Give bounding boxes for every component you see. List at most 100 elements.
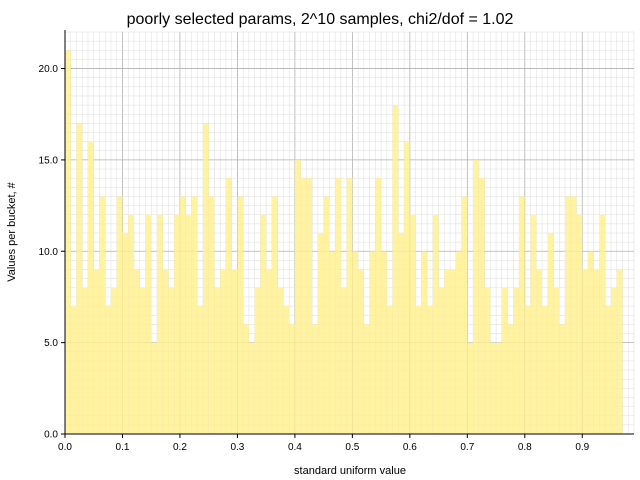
histogram-bar <box>317 233 324 434</box>
histogram-bar <box>611 287 617 434</box>
histogram-bar <box>93 269 100 434</box>
histogram-bar <box>116 196 123 434</box>
histogram-bar <box>427 306 433 434</box>
histogram-bar <box>65 50 71 434</box>
histogram-bar <box>151 342 157 434</box>
histogram-bar <box>312 324 318 434</box>
histogram-bar <box>248 342 255 434</box>
x-tick-label: 0.0 <box>58 442 72 453</box>
histogram-bar <box>220 269 226 434</box>
histogram-bar <box>415 306 422 434</box>
histogram-bar <box>346 178 353 434</box>
histogram-bar <box>283 306 290 434</box>
histogram-bar <box>237 196 244 434</box>
histogram-bar <box>519 196 525 434</box>
histogram-bar <box>593 269 600 434</box>
histogram-bar <box>530 214 537 434</box>
histogram-bar <box>156 214 163 434</box>
histogram-bar <box>277 287 284 434</box>
histogram-bar <box>553 287 560 434</box>
histogram-bar <box>409 214 416 434</box>
histogram-bar <box>392 105 399 434</box>
histogram-bar <box>559 324 566 434</box>
histogram-bar <box>197 306 203 434</box>
y-axis-label: Values per bucket, # <box>6 181 18 281</box>
histogram-bar <box>582 269 589 434</box>
histogram-bar <box>335 178 341 434</box>
histogram-bar <box>358 269 364 434</box>
histogram-bar <box>369 251 376 434</box>
histogram-bar <box>70 306 77 434</box>
histogram-bar <box>340 287 347 434</box>
x-tick-label: 0.3 <box>230 442 244 453</box>
histogram-bar <box>162 269 169 434</box>
histogram-bar <box>484 287 491 434</box>
histogram-bar <box>461 196 468 434</box>
histogram-bar <box>145 214 152 434</box>
histogram-bar <box>570 196 577 434</box>
histogram-bar <box>225 178 232 434</box>
histogram-bar <box>231 269 238 434</box>
histogram-bar <box>168 287 175 434</box>
histogram-bar <box>375 178 382 434</box>
histogram-bar <box>363 324 370 434</box>
x-tick-label: 0.5 <box>345 442 359 453</box>
histogram-bar <box>105 306 111 434</box>
histogram-bar <box>605 306 612 434</box>
x-tick-label: 0.7 <box>460 442 474 453</box>
histogram-bar <box>323 196 330 434</box>
histogram-bar <box>478 178 485 434</box>
histogram-bar <box>289 324 295 434</box>
histogram-bar <box>260 214 267 434</box>
histogram-bar <box>507 324 514 434</box>
axes <box>64 30 634 435</box>
histogram-bar <box>398 233 405 434</box>
histogram-bar <box>99 196 106 434</box>
histogram-bar <box>122 233 129 434</box>
histogram-bar <box>139 287 146 434</box>
histogram-bar <box>386 306 393 434</box>
histogram-bar <box>271 196 278 434</box>
y-tick-label: 20.0 <box>39 64 59 75</box>
histogram-bar <box>202 123 209 434</box>
histogram-bar <box>473 159 479 434</box>
histogram-bar <box>208 196 215 434</box>
histogram-bar <box>616 269 623 434</box>
histogram-bar <box>254 287 261 434</box>
histogram-bar <box>404 141 410 435</box>
histogram-bar <box>444 269 451 434</box>
x-tick-label: 0.2 <box>173 442 187 453</box>
histogram-bar <box>174 214 180 434</box>
histogram-bar <box>421 251 428 434</box>
histogram-bar <box>565 196 571 434</box>
histogram-bar <box>542 306 548 434</box>
y-tick-label: 5.0 <box>44 338 58 349</box>
histogram-bar <box>87 141 94 435</box>
histogram-bar <box>467 342 474 434</box>
histogram-bar <box>76 123 83 434</box>
histogram-bar <box>300 178 307 434</box>
histogram-bar <box>352 251 359 434</box>
bars <box>65 50 623 435</box>
histogram-bar <box>128 214 134 434</box>
histogram-bar <box>496 342 502 434</box>
chart-title: poorly selected params, 2^10 samples, ch… <box>127 11 514 28</box>
y-tick-label: 10.0 <box>39 247 59 258</box>
histogram-bar <box>133 269 140 434</box>
histogram-bar <box>450 269 456 434</box>
histogram-bar <box>547 233 554 434</box>
histogram-bar <box>381 251 387 434</box>
x-tick-labels: 0.0 0.1 0.2 0.3 0.4 0.5 0.6 0.7 0.8 0.9 <box>58 434 590 453</box>
histogram-bar <box>179 196 186 434</box>
histogram-bar <box>185 214 192 434</box>
y-tick-label: 15.0 <box>39 155 59 166</box>
y-tick-label: 0.0 <box>44 430 58 441</box>
histogram-bar <box>524 306 531 434</box>
x-tick-label: 0.8 <box>518 442 532 453</box>
histogram-bar <box>266 269 272 434</box>
histogram-bar <box>329 251 336 434</box>
histogram-bar <box>513 287 520 434</box>
histogram-bar <box>438 287 445 434</box>
x-tick-label: 0.4 <box>288 442 302 453</box>
